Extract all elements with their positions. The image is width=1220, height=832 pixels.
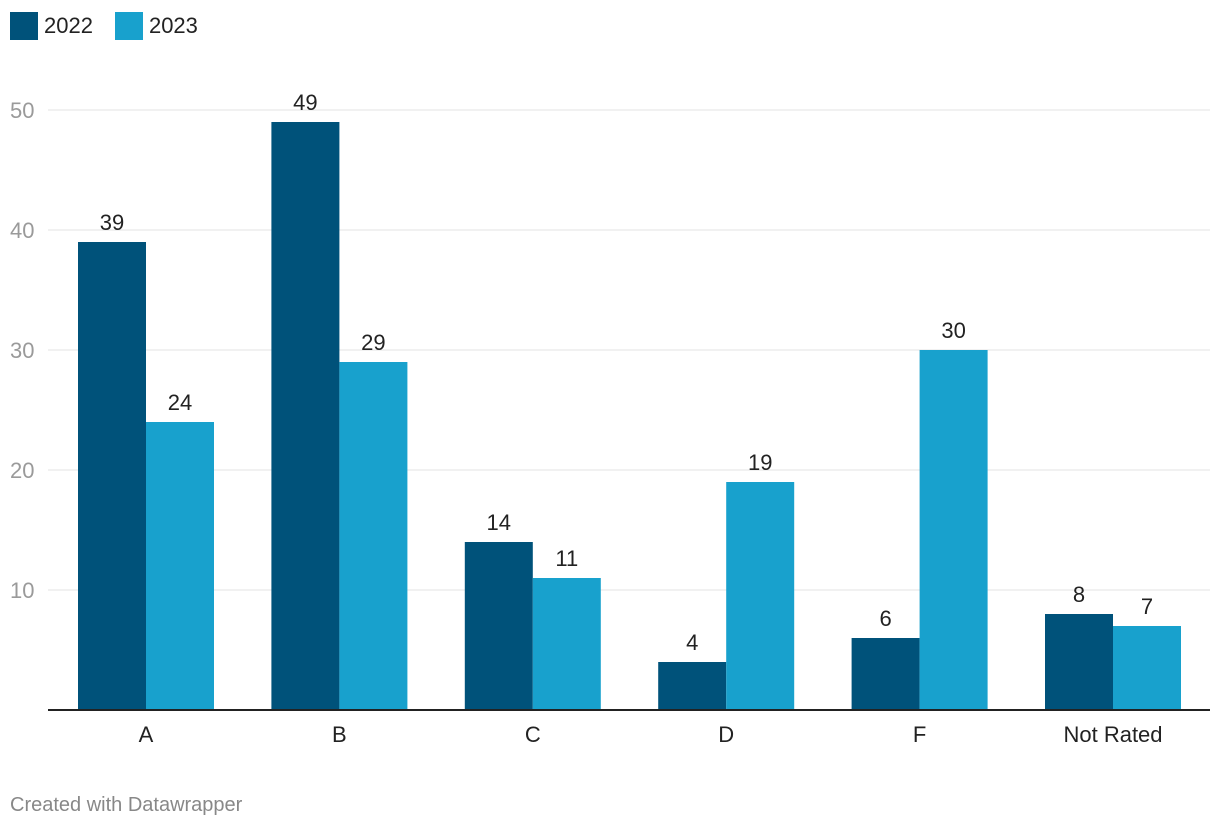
y-tick-label-10: 10 [10,578,34,603]
x-tick-label-f: F [913,722,926,747]
legend-item-2022: 2022 [10,12,93,40]
data-label-2023-a: 24 [168,390,192,415]
chart-legend: 2022 2023 [10,12,198,40]
bar-2023-b [339,362,408,710]
x-tick-label-a: A [139,722,154,747]
x-tick-label-b: B [332,722,347,747]
bar-2022-b [271,122,340,710]
bar-2023-f [919,350,988,710]
x-tick-label-not-rated: Not Rated [1063,722,1162,747]
bar-chart: 10 20 30 40 50 39 24 A 49 29 B 14 11 C 4 19 D 6 30 F 8 7 Not R… [10,90,1210,747]
data-label-2022-b: 49 [293,90,317,115]
bar-2022-a [78,242,146,710]
bar-2022-c [464,542,533,710]
legend-label-2023: 2023 [148,13,198,38]
data-label-2023-c: 11 [555,546,578,571]
data-label-2022-a: 39 [100,210,124,235]
bar-2022-not-rated [1045,614,1113,710]
data-label-2022-d: 4 [686,630,698,655]
data-label-2022-f: 6 [879,606,891,631]
data-label-2023-b: 29 [361,330,385,355]
data-label-2023-f: 30 [941,318,965,343]
legend-swatch-2023 [114,12,143,40]
bar-2022-f [851,638,920,710]
legend-label-2022: 2022 [44,13,93,38]
x-tick-label-d: D [718,722,734,747]
legend-item-2023: 2023 [114,12,198,40]
data-label-2022-not-rated: 8 [1073,582,1085,607]
bar-2023-a [146,422,214,710]
y-tick-label-30: 30 [10,338,34,363]
credit-text: Created with Datawrapper [10,794,243,816]
data-label-2022-c: 14 [487,510,511,535]
bar-2023-not-rated [1113,626,1181,710]
bar-2022-d [658,662,727,710]
y-tick-label-50: 50 [10,98,34,123]
bar-2023-c [532,578,601,710]
data-label-2023-d: 19 [748,450,772,475]
bar-2023-d [726,482,795,710]
data-label-2023-not-rated: 7 [1141,594,1153,619]
x-tick-label-c: C [525,722,541,747]
legend-swatch-2022 [10,12,38,40]
y-tick-label-40: 40 [10,218,34,243]
y-tick-label-20: 20 [10,458,34,483]
